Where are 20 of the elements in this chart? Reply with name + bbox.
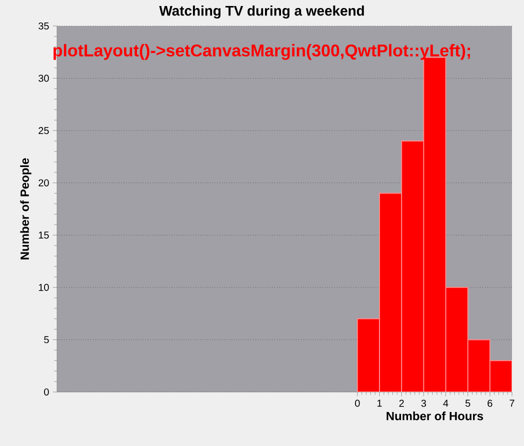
y-axis-title: Number of People <box>20 158 32 260</box>
y-tick-label: 5 <box>44 336 49 344</box>
x-axis-title: Number of Hours <box>386 412 484 420</box>
x-tick-label: 3 <box>421 400 426 407</box>
y-tick-label: 25 <box>38 127 49 134</box>
x-tick-label: 0 <box>355 400 360 407</box>
x-tick-label: 5 <box>465 400 470 407</box>
y-tick-label: 0 <box>44 388 49 396</box>
chart-title: Watching TV during a weekend <box>159 5 364 19</box>
x-tick-label: 1 <box>377 400 382 407</box>
x-tick-label: 7 <box>510 400 514 407</box>
y-tick-label: 15 <box>38 232 49 239</box>
y-tick-label: 20 <box>38 179 49 186</box>
y-tick-label: 10 <box>38 284 49 291</box>
x-tick-label: 2 <box>399 400 404 407</box>
y-tick-label: 35 <box>38 22 49 30</box>
x-tick-label: 6 <box>488 400 492 407</box>
annotation: plotLayout()->setCanvasMargin(300,QwtPlot::yLeft); <box>54 44 470 60</box>
x-tick-label: 4 <box>443 400 448 407</box>
y-tick-label: 30 <box>38 74 49 82</box>
